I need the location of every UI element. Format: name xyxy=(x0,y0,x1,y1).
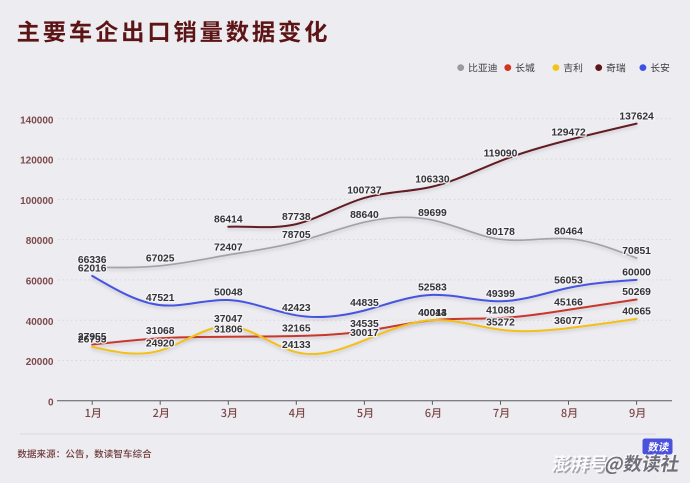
svg-text:137624: 137624 xyxy=(619,111,654,122)
svg-text:67025: 67025 xyxy=(146,254,175,265)
svg-text:35272: 35272 xyxy=(486,317,515,328)
svg-text:24133: 24133 xyxy=(282,340,311,351)
svg-text:80000: 80000 xyxy=(26,236,54,247)
svg-text:56053: 56053 xyxy=(554,276,583,287)
svg-text:42423: 42423 xyxy=(282,303,311,314)
svg-text:49399: 49399 xyxy=(486,289,515,300)
svg-text:62016: 62016 xyxy=(78,264,107,275)
svg-text:50269: 50269 xyxy=(622,287,651,298)
svg-text:129472: 129472 xyxy=(551,128,586,139)
svg-text:120000: 120000 xyxy=(20,156,54,167)
svg-text:100737: 100737 xyxy=(347,186,382,197)
svg-text:87738: 87738 xyxy=(282,212,311,223)
svg-text:32165: 32165 xyxy=(282,324,311,335)
svg-text:89699: 89699 xyxy=(418,208,447,219)
svg-text:87738: 87738 xyxy=(282,212,311,223)
svg-text:42423: 42423 xyxy=(282,303,311,314)
svg-text:31806: 31806 xyxy=(214,324,243,335)
svg-text:70851: 70851 xyxy=(622,246,651,257)
svg-text:80178: 80178 xyxy=(486,227,515,238)
svg-text:30017: 30017 xyxy=(350,328,379,339)
svg-text:47521: 47521 xyxy=(146,293,175,304)
svg-text:36077: 36077 xyxy=(554,316,583,327)
svg-text:72407: 72407 xyxy=(214,243,243,254)
svg-text:80464: 80464 xyxy=(554,226,583,237)
svg-text:40000: 40000 xyxy=(26,317,54,328)
svg-text:50048: 50048 xyxy=(214,288,243,299)
svg-text:40013: 40013 xyxy=(418,308,447,319)
svg-text:50048: 50048 xyxy=(214,288,243,299)
svg-text:35272: 35272 xyxy=(486,317,515,328)
svg-text:52583: 52583 xyxy=(418,283,447,294)
svg-text:140000: 140000 xyxy=(20,115,54,126)
svg-text:20000: 20000 xyxy=(26,357,54,368)
svg-text:100737: 100737 xyxy=(347,186,382,197)
svg-text:37047: 37047 xyxy=(214,314,243,325)
svg-text:86414: 86414 xyxy=(214,214,243,225)
svg-text:80464: 80464 xyxy=(554,226,583,237)
svg-text:0: 0 xyxy=(48,397,54,408)
svg-text:31806: 31806 xyxy=(214,324,243,335)
svg-text:49399: 49399 xyxy=(486,289,515,300)
svg-text:40044: 40044 xyxy=(418,308,447,319)
svg-text:45166: 45166 xyxy=(554,298,583,309)
svg-text:50269: 50269 xyxy=(622,287,651,298)
svg-text:40044: 40044 xyxy=(418,308,447,319)
svg-text:40665: 40665 xyxy=(622,307,651,318)
svg-text:44835: 44835 xyxy=(350,298,379,309)
svg-text:66336: 66336 xyxy=(78,255,107,266)
svg-text:34535: 34535 xyxy=(350,319,379,330)
svg-text:137624: 137624 xyxy=(619,111,654,122)
svg-text:31068: 31068 xyxy=(146,326,175,337)
svg-text:60000: 60000 xyxy=(622,268,651,279)
svg-text:34535: 34535 xyxy=(350,319,379,330)
svg-text:89699: 89699 xyxy=(418,208,447,219)
svg-text:88640: 88640 xyxy=(350,210,379,221)
svg-text:30017: 30017 xyxy=(350,328,379,339)
svg-text:27955: 27955 xyxy=(78,332,107,343)
svg-text:62016: 62016 xyxy=(78,264,107,275)
svg-text:78705: 78705 xyxy=(282,230,311,241)
svg-text:36077: 36077 xyxy=(554,316,583,327)
svg-text:106330: 106330 xyxy=(415,174,450,185)
svg-text:119090: 119090 xyxy=(484,149,518,160)
svg-text:26793: 26793 xyxy=(78,335,107,346)
svg-text:32165: 32165 xyxy=(282,324,311,335)
svg-text:88640: 88640 xyxy=(350,210,379,221)
svg-text:100000: 100000 xyxy=(20,196,54,207)
svg-text:78705: 78705 xyxy=(282,230,311,241)
svg-text:40665: 40665 xyxy=(622,307,651,318)
svg-text:56053: 56053 xyxy=(554,276,583,287)
svg-text:72407: 72407 xyxy=(214,243,243,254)
svg-text:80178: 80178 xyxy=(486,227,515,238)
svg-text:106330: 106330 xyxy=(415,174,450,185)
svg-text:119090: 119090 xyxy=(484,149,518,160)
svg-text:37047: 37047 xyxy=(214,314,243,325)
svg-text:129472: 129472 xyxy=(551,128,586,139)
svg-text:40013: 40013 xyxy=(418,308,447,319)
svg-text:26793: 26793 xyxy=(78,335,107,346)
svg-text:41088: 41088 xyxy=(486,306,515,317)
svg-text:66336: 66336 xyxy=(78,255,107,266)
svg-text:47521: 47521 xyxy=(146,293,175,304)
svg-text:24920: 24920 xyxy=(146,338,175,349)
svg-text:24133: 24133 xyxy=(282,340,311,351)
svg-text:60000: 60000 xyxy=(622,268,651,279)
svg-text:70851: 70851 xyxy=(622,246,651,257)
svg-text:52583: 52583 xyxy=(418,283,447,294)
svg-text:31068: 31068 xyxy=(146,326,175,337)
svg-text:24920: 24920 xyxy=(146,338,175,349)
svg-text:45166: 45166 xyxy=(554,298,583,309)
svg-text:67025: 67025 xyxy=(146,254,175,265)
svg-text:41088: 41088 xyxy=(486,306,515,317)
svg-text:86414: 86414 xyxy=(214,214,243,225)
svg-text:60000: 60000 xyxy=(26,277,54,288)
svg-text:27955: 27955 xyxy=(78,332,107,343)
svg-text:44835: 44835 xyxy=(350,298,379,309)
